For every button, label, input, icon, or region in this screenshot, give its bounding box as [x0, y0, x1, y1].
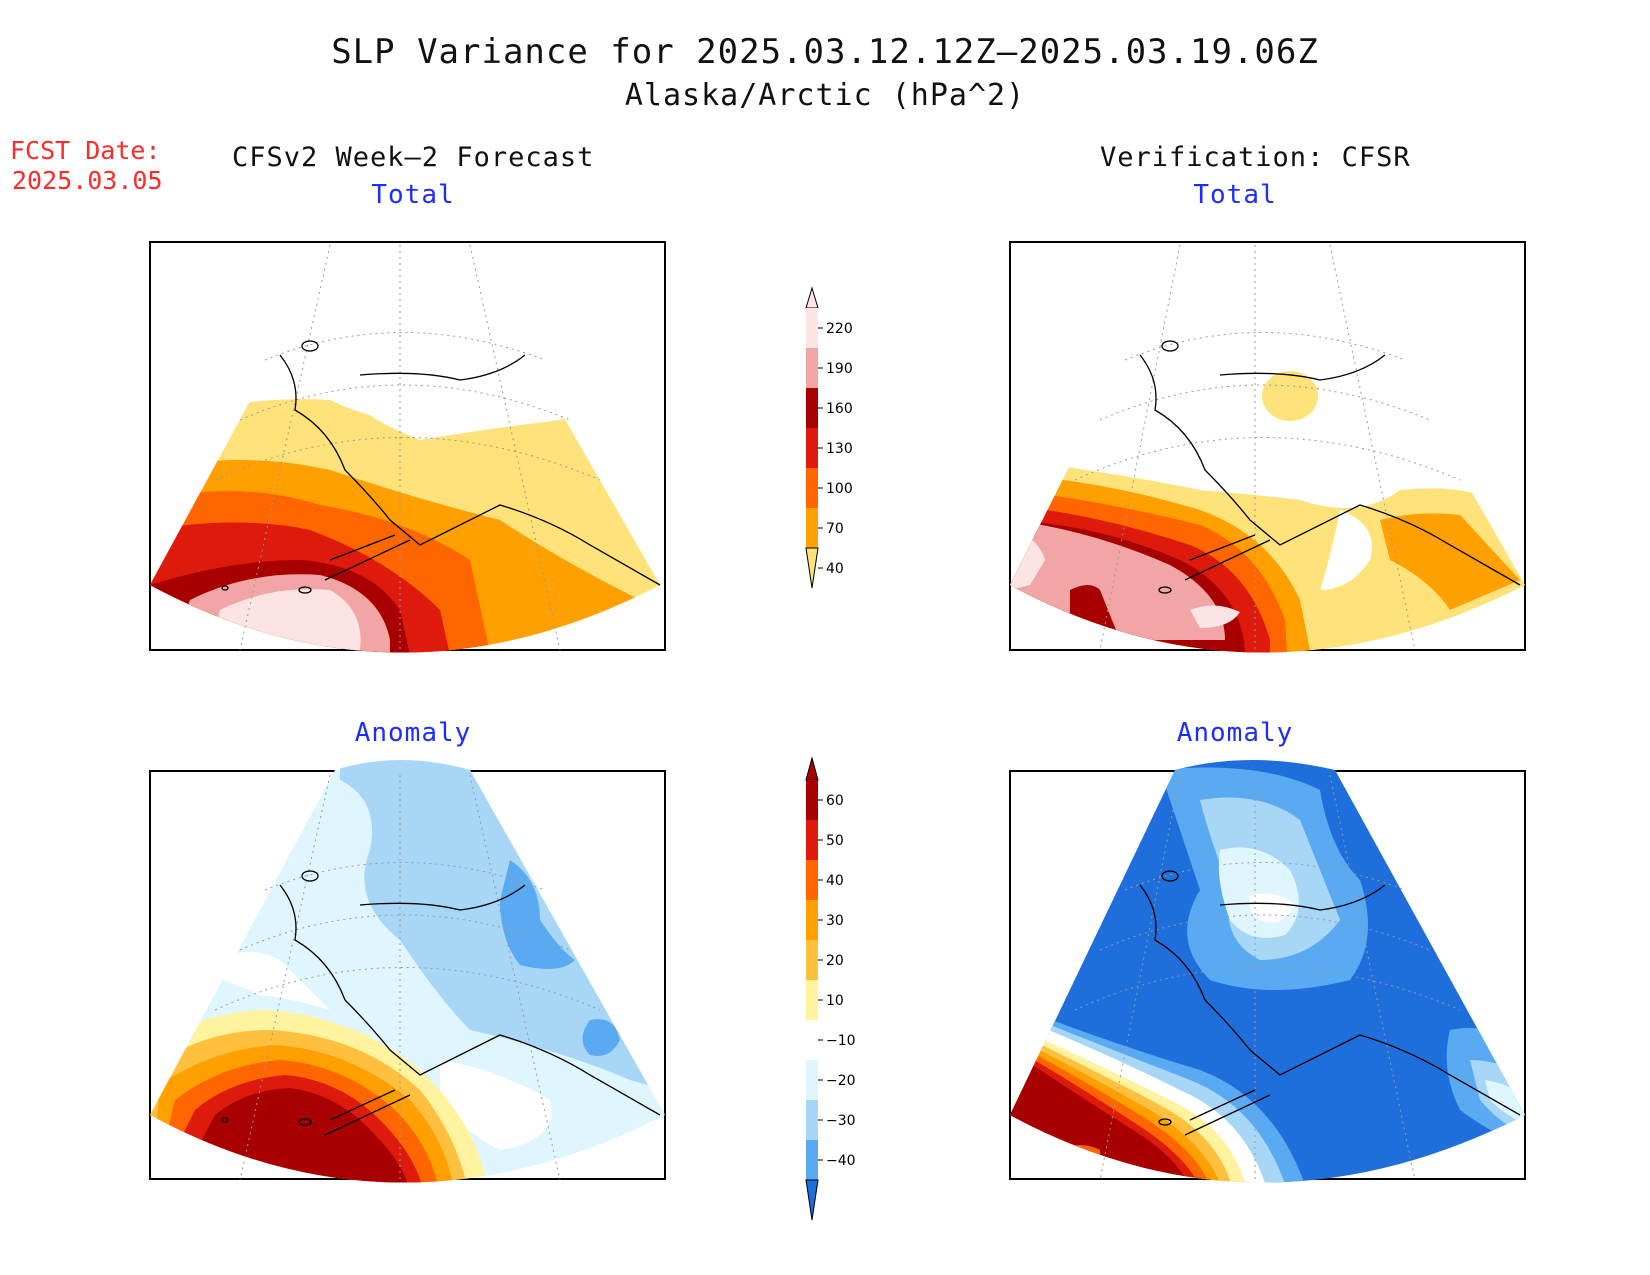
colorbar-anomaly-label: 20	[826, 953, 844, 969]
coastline	[221, 340, 661, 594]
colorbar-total-label: 220	[826, 321, 853, 337]
verification-total-title: Total	[1193, 180, 1277, 210]
graticule	[1074, 774, 1461, 1181]
colorbar-anomaly-label: −30	[826, 1113, 856, 1129]
forecast-total-title: Total	[371, 180, 455, 210]
colorbar-anomaly-label: −20	[826, 1073, 856, 1089]
colorbar-total-swatch	[806, 468, 818, 508]
colorbar-anomaly-top-triangle	[805, 756, 819, 781]
colorbar-total-swatch	[806, 508, 818, 548]
colorbar-total-swatch	[806, 428, 818, 468]
colorbar-total-label: 40	[826, 561, 844, 577]
coastline	[221, 870, 661, 1136]
colorbar-total-label: 130	[826, 441, 853, 457]
colorbar-anomaly-swatch	[806, 1020, 818, 1060]
figure-title: SLP Variance for 2025.03.12.12Z–2025.03.…	[331, 32, 1319, 72]
colorbar-total-bottom-triangle	[805, 547, 819, 589]
fcst-date-value: 2025.03.05	[12, 166, 163, 195]
colorbar-total-swatch	[806, 308, 818, 348]
colorbar-total-swatch	[806, 388, 818, 428]
verification-column-header: Verification: CFSR	[1100, 142, 1411, 173]
colorbar-total: 220 190 160 130 100 70 40	[805, 286, 853, 589]
graticule	[214, 244, 601, 651]
colorbar-anomaly-label: 60	[826, 793, 844, 809]
colorbar-anomaly-label: −10	[826, 1033, 856, 1049]
coastline	[1139, 870, 1521, 1136]
colorbar-anomaly-swatch	[806, 780, 818, 820]
colorbar-anomaly-label: 50	[826, 833, 844, 849]
forecast-column-header: CFSv2 Week–2 Forecast	[232, 142, 595, 173]
forecast-anomaly-title: Anomaly	[354, 718, 472, 748]
colorbar-total-top-triangle	[805, 286, 819, 309]
colorbar-anomaly-label: −40	[826, 1153, 856, 1169]
forecast-total-map	[149, 241, 666, 653]
colorbar-total-label: 100	[826, 481, 853, 497]
fcst-date-label: FCST Date:	[10, 136, 161, 165]
colorbar-anomaly-bottom-triangle	[805, 1179, 819, 1221]
colorbar-anomaly-swatch	[806, 1140, 818, 1180]
colorbar-anomaly-swatch	[806, 900, 818, 940]
forecast-anomaly-map	[149, 760, 666, 1183]
colorbar-anomaly-swatch	[806, 820, 818, 860]
colorbar-total-label: 70	[826, 521, 844, 537]
colorbar-anomaly-swatch	[806, 860, 818, 900]
verification-total-map	[1009, 241, 1526, 653]
figure-subtitle: Alaska/Arctic (hPa^2)	[624, 78, 1026, 113]
colorbar-anomaly: 60 50 40 30 20 10 −10 −20 −30 −40	[805, 756, 856, 1221]
colorbar-anomaly-label: 30	[826, 913, 844, 929]
verification-anomaly-map	[1009, 760, 1526, 1183]
colorbar-anomaly-label: 10	[826, 993, 844, 1009]
colorbar-anomaly-swatch	[806, 940, 818, 980]
verification-anomaly-title: Anomaly	[1176, 718, 1294, 748]
colorbar-anomaly-label: 40	[826, 873, 844, 889]
coastline	[1139, 340, 1521, 594]
colorbar-anomaly-swatch	[806, 980, 818, 1020]
colorbar-total-label: 190	[826, 361, 853, 377]
graticule	[1074, 244, 1461, 651]
colorbar-total-label: 160	[826, 401, 853, 417]
colorbar-anomaly-swatch	[806, 1060, 818, 1100]
graticule	[214, 774, 601, 1181]
colorbar-total-swatch	[806, 348, 818, 388]
colorbar-anomaly-swatch	[806, 1100, 818, 1140]
